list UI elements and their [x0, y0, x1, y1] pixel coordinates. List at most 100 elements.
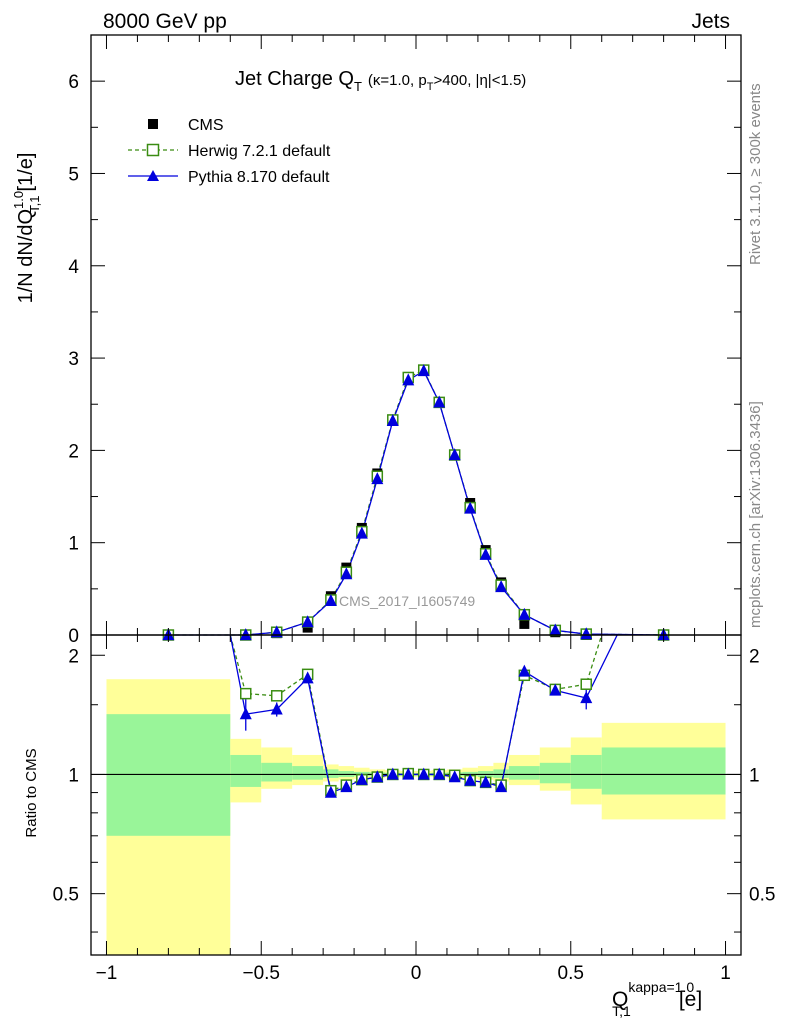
y-tick-label-ratio-right: 0.5 — [749, 885, 775, 906]
pythia-main-point-16 — [518, 607, 531, 620]
pythia-main-point-1 — [239, 628, 252, 641]
pythia-main-point-18 — [580, 627, 593, 640]
y-tick-label-main: 6 — [68, 72, 79, 93]
pythia-ratio-point-0 — [239, 707, 252, 720]
y-tick-label-ratio-left: 2 — [68, 646, 79, 667]
band-inner-2 — [261, 762, 293, 782]
legend: CMS Herwig 7.2.1 default Pythia 8.170 de… — [128, 117, 331, 186]
legend-label-cms: CMS — [188, 117, 224, 134]
pythia-ratio-point-16 — [549, 683, 562, 696]
herwig-ratio-point-1 — [270, 690, 283, 702]
pythia-ratio-point-4 — [340, 780, 353, 793]
cms-point-16 — [519, 618, 530, 629]
pythia-main-point-4 — [324, 594, 337, 606]
rivet-label: Rivet 3.1.10, ≥ 300k events — [747, 83, 764, 265]
tick-labels: −1 −0.5 0 0.5 1 0 1 2 3 4 5 6 0.5 0.5 1 1 2 2 — [53, 72, 776, 984]
y-tick-label-ratio-right: 1 — [749, 765, 760, 786]
legend-entry-herwig: Herwig 7.2.1 default — [128, 143, 331, 160]
band-inner-18 — [570, 754, 602, 789]
band-inner-1 — [230, 754, 262, 787]
pythia-main-point-12 — [448, 448, 461, 461]
pythia-ratio-point-12 — [464, 773, 477, 786]
x-tick-label: 0.5 — [558, 963, 584, 984]
x-title-sub: T,1 — [612, 1003, 631, 1019]
y-axis-ratio-title: Ratio to CMS — [23, 748, 40, 837]
title-params-post: >400, |η|<1.5) — [433, 72, 526, 89]
y-tick-label-main: 0 — [68, 626, 79, 647]
y-tick-label-ratio-left: 0.5 — [53, 885, 79, 906]
herwig-ratio-point-17 — [580, 678, 592, 690]
y-tick-label-main: 3 — [68, 349, 79, 370]
pythia-main-point-13 — [464, 501, 477, 514]
legend-entry-cms: CMS — [148, 117, 224, 134]
chart-title: Jet Charge QT (κ=1.0, pT>400, |η|<1.5) — [235, 68, 526, 94]
band-inner-17 — [539, 762, 571, 784]
band-inner-3 — [292, 766, 324, 780]
y-title-sub: T,1 — [27, 196, 42, 213]
analysis-watermark: CMS_2017_I1605749 — [339, 593, 475, 609]
legend-entry-pythia: Pythia 8.170 default — [128, 169, 330, 186]
header-category-label: Jets — [691, 10, 730, 33]
legend-label-pythia: Pythia 8.170 default — [188, 169, 330, 186]
pythia-ratio-line — [229, 634, 618, 794]
pythia-ratio-point-6 — [371, 770, 384, 783]
legend-marker-pythia — [147, 170, 159, 181]
x-tick-label: 1 — [720, 963, 731, 984]
herwig-ratio-point-0 — [240, 687, 252, 700]
pythia-ratio-point-13 — [479, 775, 492, 788]
legend-marker-herwig — [146, 143, 160, 157]
y-axis-main-title: 1/N dN/dQ1.0T,1 [1/e] — [11, 153, 42, 304]
x-title-main: Q — [612, 988, 628, 1011]
x-title-unit: [e] — [679, 988, 702, 1011]
title-main-sub: T — [354, 79, 362, 94]
pythia-main-point-3 — [301, 615, 314, 628]
pythia-main-point-9 — [402, 373, 415, 386]
y-title-prefix: 1/N dN/dQ — [15, 209, 37, 303]
x-tick-label: −0.5 — [242, 963, 280, 984]
mcplots-label: mcplots.cern.ch [arXiv:1306.3436] — [747, 401, 764, 628]
pythia-ratio-point-2 — [301, 671, 314, 684]
x-tick-label: −1 — [96, 963, 118, 984]
y-title-sup: 1.0 — [11, 191, 26, 209]
band-inner-4 — [323, 769, 339, 778]
pythia-ratio-point-5 — [355, 772, 368, 785]
legend-marker-cms — [148, 119, 158, 129]
ratio-uncertainty-bands — [106, 679, 726, 955]
pythia-ratio-point-3 — [324, 785, 337, 798]
pythia-ratio-point-15 — [518, 664, 531, 677]
y-tick-label-main: 5 — [68, 164, 79, 185]
pythia-ratio-point-9 — [417, 767, 430, 780]
pythia-ratio-point-8 — [402, 767, 415, 780]
band-inner-15 — [493, 769, 509, 778]
y-tick-label-main: 2 — [68, 441, 79, 462]
y-tick-label-ratio-right: 2 — [749, 646, 760, 667]
pythia-ratio-point-7 — [386, 767, 399, 780]
x-title-sup: kappa=1.0 — [628, 979, 694, 995]
pythia-main-point-6 — [355, 526, 368, 539]
pythia-main-point-14 — [479, 547, 492, 560]
y-tick-label-main: 4 — [68, 257, 79, 278]
y-title-suffix: [1/e] — [15, 153, 37, 192]
pythia-ratio-point-17 — [580, 691, 593, 704]
title-main: Jet Charge Q — [235, 68, 354, 90]
band-inner-16 — [508, 766, 540, 780]
pythia-main-point-17 — [549, 623, 562, 636]
pythia-ratio-point-11 — [448, 770, 461, 783]
herwig-ratio-line — [229, 634, 603, 792]
y-tick-label-main: 1 — [68, 534, 79, 555]
title-params-sub: T — [427, 81, 434, 93]
pythia-main-point-7 — [371, 472, 384, 485]
pythia-main-point-15 — [495, 580, 508, 593]
title-params-pre: (κ=1.0, p — [368, 72, 427, 89]
pythia-ratio-point-1 — [270, 702, 283, 715]
pythia-main-point-10 — [417, 364, 430, 377]
header-energy-label: 8000 GeV pp — [103, 10, 227, 33]
pythia-ratio-point-14 — [495, 780, 508, 793]
pythia-main-point-8 — [386, 414, 399, 426]
ratio-series — [229, 634, 618, 798]
legend-label-herwig: Herwig 7.2.1 default — [188, 143, 331, 160]
x-axis-title: Qkappa=1.0 T,1 [e] — [612, 979, 702, 1019]
pythia-main-point-5 — [340, 567, 353, 580]
x-tick-label: 0 — [411, 963, 422, 984]
